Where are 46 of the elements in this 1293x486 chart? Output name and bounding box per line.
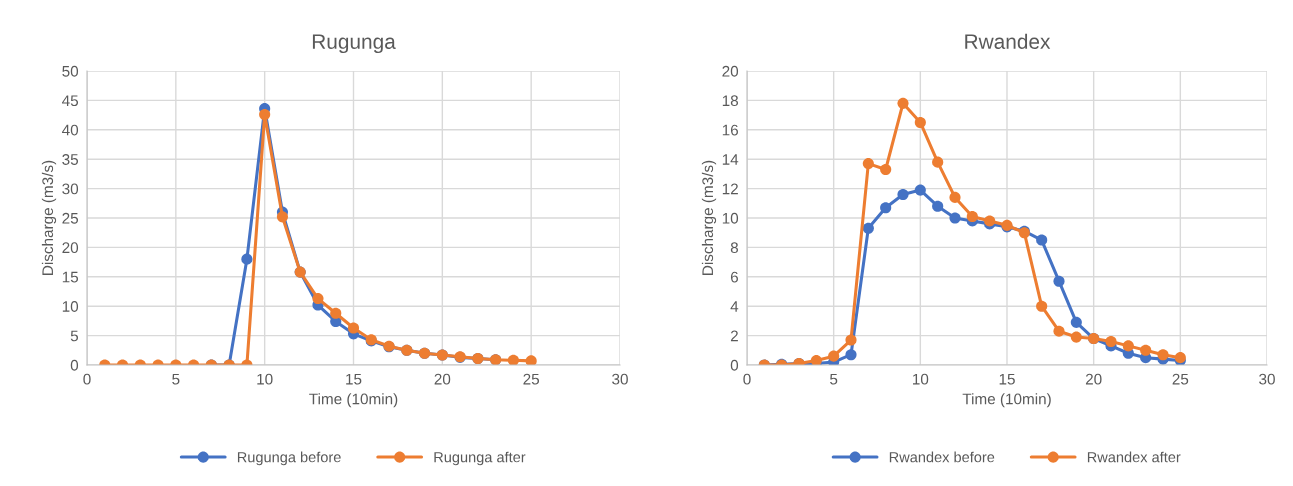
x-tick-label: 0 [83,373,91,385]
y-tick-label: 2 [730,330,738,342]
x-tick-label: 15 [999,373,1015,385]
y-axis-title: Discharge (m3/s) [701,160,717,275]
legend-label: Rwandex before [889,451,995,463]
y-tick-label: 20 [62,242,79,254]
x-tick-label: 10 [257,373,273,385]
y-tick-label: 4 [730,301,739,312]
y-tick-label: 35 [62,154,79,165]
legend-label: Rugunga before [237,451,341,466]
y-tick-label: 12 [722,183,738,195]
y-tick-label: 50 [62,65,79,77]
y-tick-label: 8 [730,242,738,254]
x-tick-label: 20 [1085,373,1102,385]
x-tick-label: 15 [346,373,362,385]
y-tick-label: 45 [62,95,79,107]
x-tick-label: 30 [1259,373,1275,385]
legend-label: Rwandex after [1087,451,1181,463]
y-tick-label: 30 [62,183,79,195]
y-tick-label: 25 [62,212,79,224]
x-tick-label: 20 [434,373,451,385]
y-tick-label: 16 [722,124,738,136]
chart-title: Rwandex [965,33,1051,49]
y-tick-label: 0 [730,359,739,371]
y-tick-label: 6 [730,271,738,283]
x-tick-label: 5 [830,373,838,385]
y-tick-label: 0 [70,359,79,371]
x-axis-title: Time (10min) [962,393,1051,408]
y-tick-label: 15 [62,271,79,283]
y-tick-label: 10 [722,212,739,224]
x-tick-label: 25 [523,373,540,385]
legend-label: Rugunga after [434,451,526,466]
y-tick-label: 20 [722,65,739,77]
y-axis-title: Discharge (m3/s) [41,160,57,275]
y-tick-label: 10 [62,301,79,312]
x-axis-title: Time (10min) [309,393,398,408]
x-tick-label: 5 [172,373,180,385]
y-tick-label: 5 [70,330,79,342]
x-tick-label: 0 [743,373,751,385]
chart-title: Rugunga [312,34,396,54]
y-tick-label: 40 [62,124,79,136]
x-tick-label: 10 [913,373,929,385]
x-tick-label: 25 [1172,373,1189,385]
y-tick-label: 18 [722,95,738,107]
y-tick-label: 14 [722,154,739,165]
x-tick-label: 30 [612,373,628,385]
